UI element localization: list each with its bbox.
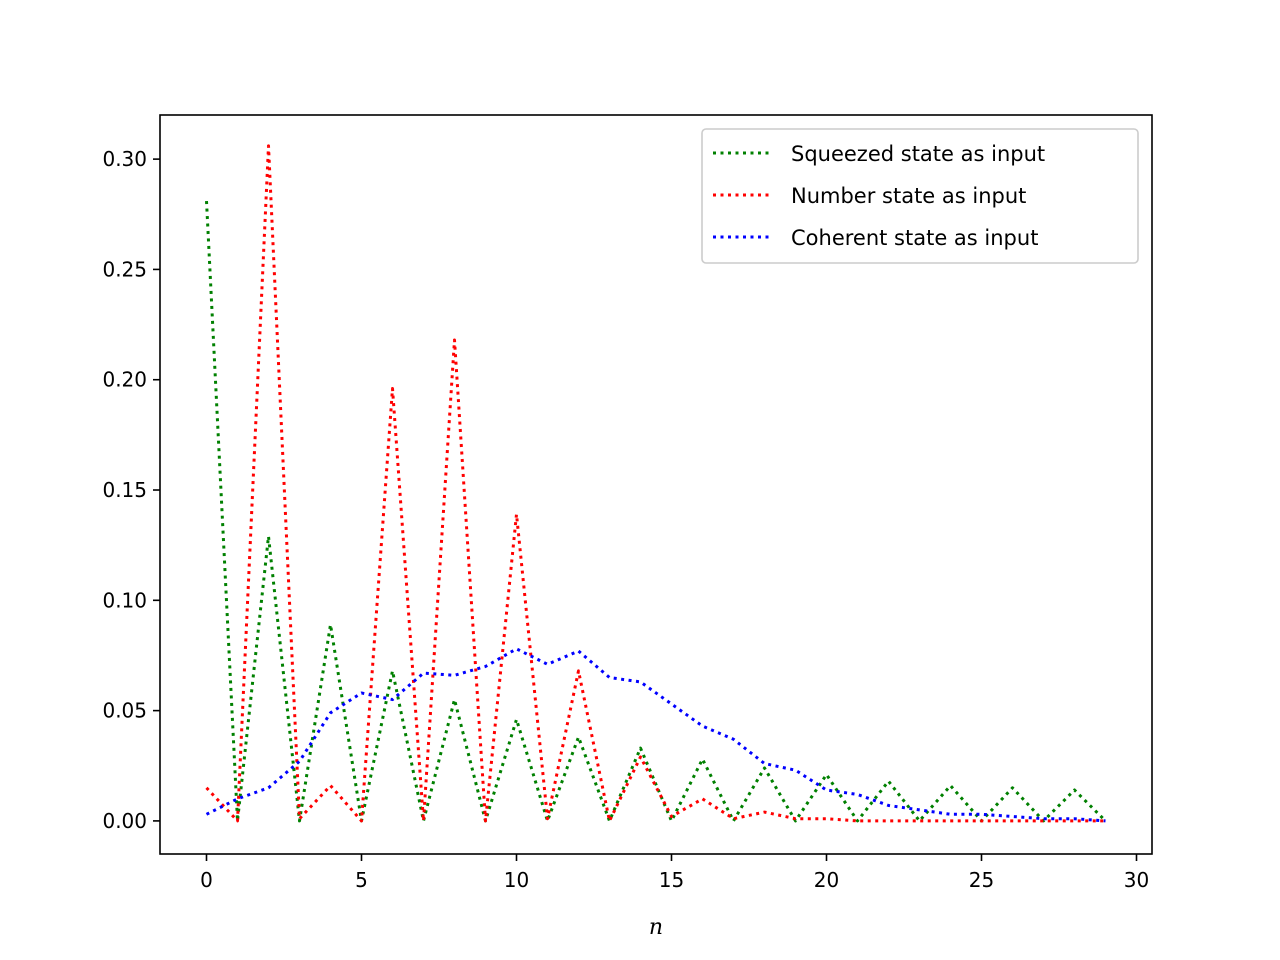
series-line-1 xyxy=(205,200,1107,823)
x-tick-label: 5 xyxy=(355,868,368,892)
x-tick-label: 30 xyxy=(1124,868,1149,892)
series-line-2 xyxy=(205,144,1106,823)
legend-box xyxy=(701,128,1139,264)
y-axis: 0.00 0.05 0.10 0.15 0.20 0.25 0.30 xyxy=(102,147,160,833)
y-tick-label: 0.20 xyxy=(102,368,147,392)
y-tick-label: 0.00 xyxy=(102,809,147,833)
x-axis: 0 5 10 15 20 25 30 xyxy=(200,854,1149,892)
legend-label-2: Number state as input xyxy=(791,184,1026,208)
x-tick-label: 20 xyxy=(814,868,839,892)
y-tick-label: 0.15 xyxy=(102,478,147,502)
legend: Squeezed state as input Number state as i… xyxy=(701,128,1139,264)
x-tick-label: 0 xyxy=(200,868,213,892)
series-line-3 xyxy=(205,647,1106,823)
series-layer xyxy=(205,144,1107,823)
x-axis-title: n xyxy=(649,915,663,940)
y-tick-label: 0.05 xyxy=(102,699,147,723)
x-tick-label: 15 xyxy=(659,868,684,892)
plot-frame xyxy=(159,114,1153,855)
y-tick-label: 0.25 xyxy=(102,257,147,281)
x-tick-label: 25 xyxy=(969,868,994,892)
y-tick-label: 0.10 xyxy=(102,588,147,612)
y-tick-label: 0.30 xyxy=(102,147,147,171)
legend-label-3: Coherent state as input xyxy=(791,226,1038,250)
legend-label-1: Squeezed state as input xyxy=(791,142,1045,166)
x-tick-label: 10 xyxy=(504,868,529,892)
